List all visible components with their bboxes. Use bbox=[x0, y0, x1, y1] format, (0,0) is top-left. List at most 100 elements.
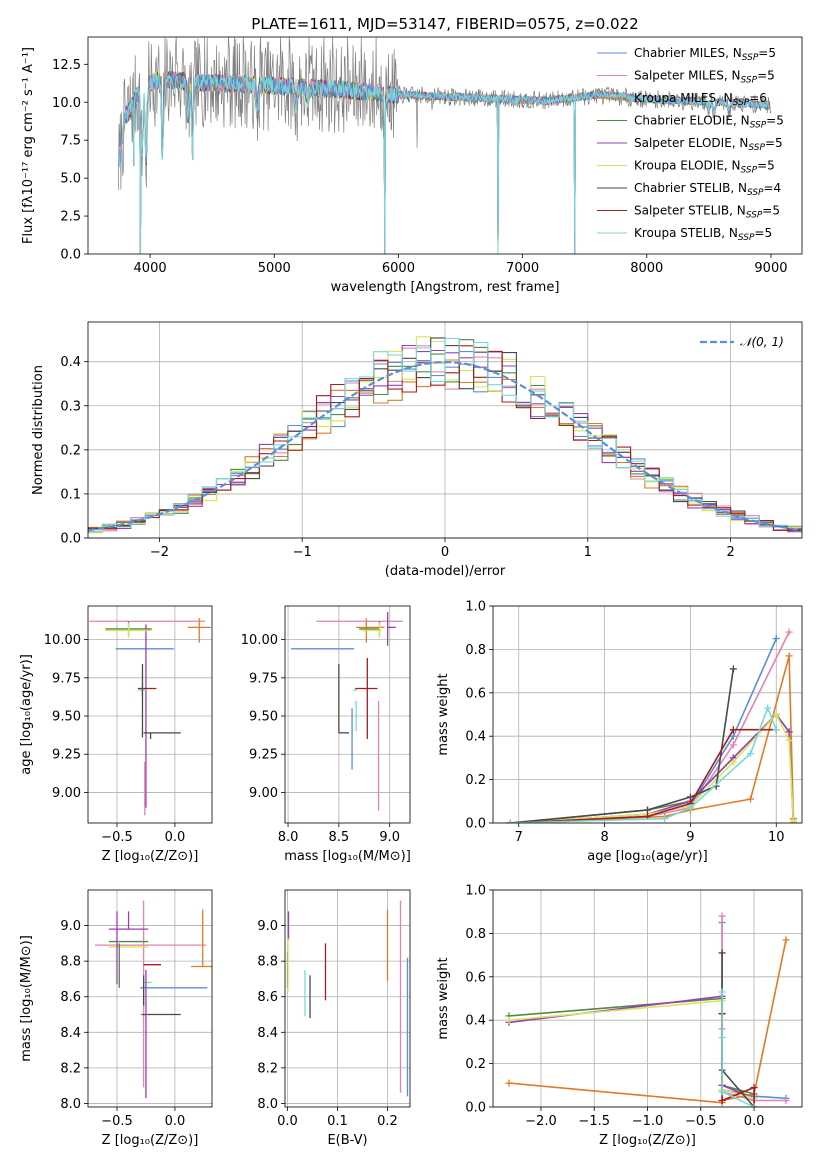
y-axis-label: mass [log₁₀(M/M⊙)] bbox=[19, 935, 34, 1062]
y-tick-label: 5.0 bbox=[60, 172, 81, 187]
series-marker bbox=[750, 1103, 758, 1107]
y-tick-label: 9.00 bbox=[249, 786, 278, 801]
series-marker bbox=[718, 949, 726, 957]
series-marker bbox=[772, 635, 780, 643]
series-marker bbox=[785, 628, 793, 636]
series-path bbox=[508, 995, 755, 1100]
y-tick-label: 0.2 bbox=[465, 1057, 486, 1072]
errorbar-point bbox=[143, 732, 181, 739]
grid-lines bbox=[88, 890, 212, 1107]
series-line bbox=[718, 988, 758, 1107]
x-tick-label: −1 bbox=[293, 545, 312, 560]
y-tick-label: 1.0 bbox=[465, 884, 486, 899]
series-path bbox=[510, 638, 778, 823]
y-tick-label: 9.50 bbox=[52, 710, 81, 725]
plot-area bbox=[89, 618, 211, 816]
y-axis-label: mass weight bbox=[436, 673, 451, 755]
errorbar-point bbox=[191, 909, 212, 968]
x-tick-label: 0.2 bbox=[377, 1114, 398, 1129]
series-marker bbox=[750, 1083, 758, 1091]
axes-frame bbox=[87, 321, 803, 539]
y-tick-label: 10.00 bbox=[44, 633, 81, 648]
grid-lines bbox=[285, 890, 410, 1107]
series-marker bbox=[686, 793, 694, 801]
series-line bbox=[505, 995, 758, 1098]
histogram-step bbox=[88, 337, 802, 534]
legend-entry: Chabrier ELODIE, NSSP=5 bbox=[634, 114, 784, 131]
errorbar-point bbox=[361, 622, 382, 639]
legend-entry: 𝒩(0, 1) bbox=[740, 335, 784, 349]
plot-area bbox=[118, 37, 772, 254]
series-marker bbox=[729, 758, 737, 766]
plot-area bbox=[506, 628, 797, 823]
legend-entry: Chabrier STELIB, NSSP=4 bbox=[634, 181, 781, 198]
series-marker bbox=[785, 737, 793, 745]
y-tick-label: 0.4 bbox=[465, 730, 486, 745]
y-tick-label: 8.0 bbox=[257, 1097, 278, 1112]
y-tick-label: 0.4 bbox=[60, 355, 81, 370]
y-tick-label: 9.50 bbox=[249, 710, 278, 725]
series-marker bbox=[718, 1034, 726, 1042]
y-tick-label: 0.0 bbox=[465, 817, 486, 832]
y-tick-label: 9.25 bbox=[52, 748, 81, 763]
errorbar-point bbox=[355, 657, 378, 739]
y-tick-label: 0.3 bbox=[60, 399, 81, 414]
x-tick-label: −0.5 bbox=[685, 1114, 717, 1129]
x-axis-label: mass [log₁₀(M/M⊙)] bbox=[284, 849, 411, 864]
grid-lines bbox=[493, 605, 802, 824]
legend-entry: Kroupa MILES, NSSP=6 bbox=[634, 91, 767, 108]
axes-frame bbox=[492, 605, 803, 824]
legend-entry: Salpeter ELODIE, NSSP=5 bbox=[634, 136, 783, 153]
errorbar-point bbox=[359, 621, 381, 637]
series-line bbox=[506, 704, 780, 823]
series-marker bbox=[505, 1016, 513, 1024]
y-tick-label: 1.0 bbox=[465, 600, 486, 615]
panel-residuals: −2 −1 0 1 2 0.0 0.1 0.2 0.3 0.4 (data-model)/error… bbox=[31, 321, 803, 579]
axes-frame bbox=[87, 36, 803, 255]
series-marker bbox=[718, 1088, 726, 1096]
series-marker bbox=[772, 711, 780, 718]
series-path bbox=[510, 713, 795, 823]
y-tick-label: 0.2 bbox=[60, 443, 81, 458]
x-tick-label: 8.5 bbox=[329, 830, 350, 845]
y-tick-label: 12.5 bbox=[52, 58, 81, 73]
grid-lines bbox=[493, 889, 802, 1108]
y-tick-label: 0.1 bbox=[60, 487, 81, 502]
legend-entry: Salpeter MILES, NSSP=5 bbox=[634, 69, 775, 86]
x-tick-label: 6000 bbox=[382, 261, 415, 276]
plot-area bbox=[88, 336, 802, 535]
panel-age-vs-Z: −0.5 0.0 9.00 9.25 9.50 9.75 10.00 Z [log₁₀(Z/Z… bbox=[19, 605, 213, 864]
x-axis-label: Z [log₁₀(Z/Z⊙)] bbox=[102, 1133, 199, 1148]
series-marker bbox=[789, 817, 797, 823]
series-path bbox=[721, 952, 755, 1107]
x-tick-label: 0 bbox=[441, 545, 449, 560]
series-marker bbox=[661, 815, 669, 823]
x-axis-label: Z [log₁₀(Z/Z⊙)] bbox=[599, 1133, 696, 1148]
x-tick-label: 9.0 bbox=[379, 830, 400, 845]
y-tick-label: 0.6 bbox=[465, 970, 486, 985]
errorbar-point bbox=[386, 612, 396, 646]
series-marker bbox=[729, 732, 737, 740]
panel-mass-vs-EBV: 0.0 0.1 0.2 8.0 8.2 8.4 8.6 8.8 9.0 E(B-V) bbox=[257, 889, 411, 1148]
x-axis-label: E(B-V) bbox=[327, 1133, 367, 1148]
axes-frame bbox=[284, 889, 411, 1108]
figure-title: PLATE=1611, MJD=53147, FIBERID=0575, z=0… bbox=[251, 15, 638, 33]
y-tick-label: 8.8 bbox=[60, 955, 81, 970]
y-axis-label: mass weight bbox=[436, 957, 451, 1039]
series-line bbox=[506, 635, 780, 823]
errorbar-point bbox=[105, 622, 152, 639]
legend: 𝒩(0, 1) bbox=[700, 335, 784, 349]
series-path bbox=[508, 997, 755, 1095]
y-tick-label: 9.75 bbox=[249, 671, 278, 686]
y-tick-label: 0.0 bbox=[465, 1101, 486, 1116]
x-axis-label: age [log₁₀(age/yr)] bbox=[587, 849, 708, 864]
y-tick-label: 10.00 bbox=[241, 633, 278, 648]
y-tick-label: 0.8 bbox=[465, 927, 486, 942]
y-tick-label: 8.2 bbox=[60, 1061, 81, 1076]
x-tick-label: −0.5 bbox=[101, 1114, 133, 1129]
y-tick-label: 8.2 bbox=[257, 1061, 278, 1076]
x-tick-label: 10 bbox=[768, 830, 785, 845]
x-tick-label: 9000 bbox=[754, 261, 787, 276]
errorbar-point bbox=[338, 664, 350, 734]
y-tick-label: 0.4 bbox=[465, 1014, 486, 1029]
